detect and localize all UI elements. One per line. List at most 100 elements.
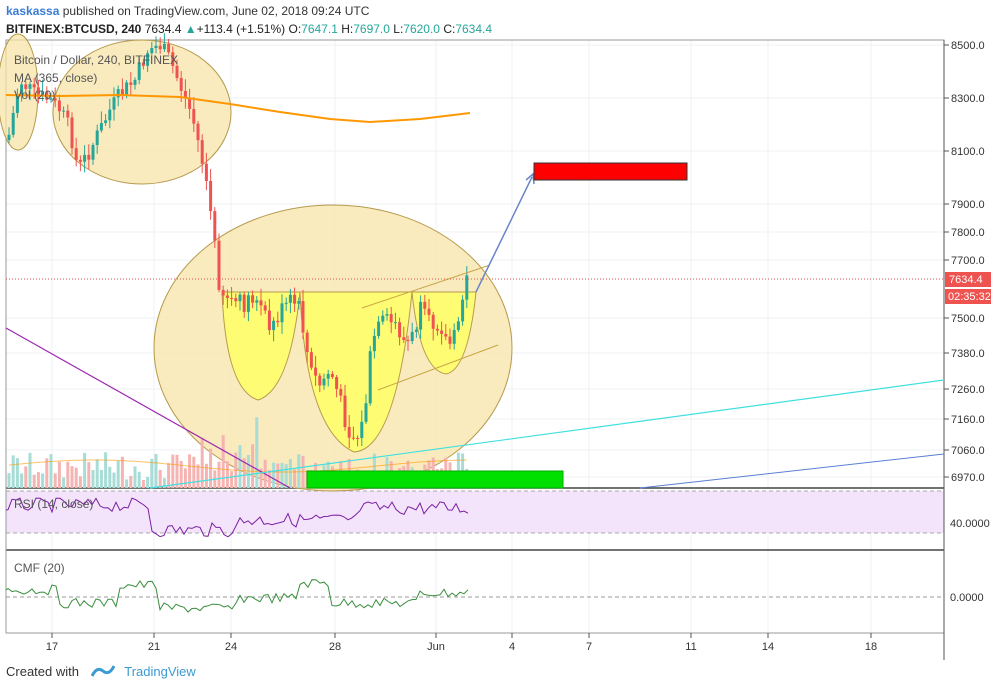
- candle-body: [154, 45, 158, 49]
- candle-body: [57, 100, 61, 112]
- candle-body: [284, 302, 288, 304]
- volume-bar: [267, 470, 271, 488]
- footer: Created with TradingView: [6, 664, 196, 681]
- candle-body: [431, 314, 435, 329]
- candle-body: [305, 332, 309, 353]
- up-arrow-icon: ▲: [184, 22, 197, 36]
- ma-legend[interactable]: MA (365, close): [14, 71, 98, 85]
- tradingview-link[interactable]: TradingView: [124, 664, 196, 679]
- y-tick-label: 7500.0: [951, 313, 985, 325]
- candle-body: [314, 367, 318, 376]
- rsi-line: [5, 497, 469, 538]
- x-tick-label: Jun: [427, 641, 445, 653]
- volume-bar: [41, 473, 45, 488]
- x-tick-label: 4: [509, 641, 515, 653]
- volume-bar: [137, 471, 141, 488]
- tradingview-logo-icon[interactable]: [90, 664, 115, 681]
- volume-bar: [28, 452, 32, 488]
- candle-body: [259, 300, 263, 306]
- candle-body: [255, 300, 259, 303]
- candle-body: [238, 294, 242, 302]
- price-badge-value: 7634.4: [949, 274, 983, 286]
- volume-bar: [74, 467, 78, 488]
- candle-body: [11, 112, 15, 135]
- volume-bar: [221, 435, 225, 488]
- volume-bar: [146, 476, 150, 488]
- candle-body: [108, 109, 112, 121]
- volume-bar: [116, 460, 120, 488]
- candle-body: [356, 438, 360, 440]
- volume-bar: [204, 463, 208, 488]
- author-name[interactable]: kaskassa: [6, 4, 60, 18]
- volume-bar: [141, 479, 145, 488]
- volume-bar: [246, 455, 250, 488]
- candle-body: [78, 159, 82, 162]
- candle-body: [385, 314, 389, 316]
- volume-bar: [91, 469, 95, 488]
- volume-bar: [162, 478, 166, 488]
- volume-bar: [276, 463, 280, 488]
- candle-body: [217, 240, 221, 290]
- candle-body: [318, 375, 322, 386]
- volume-bar: [62, 477, 66, 488]
- candle-body: [234, 298, 238, 302]
- publish-info: published on TradingView.com, June 02, 2…: [62, 4, 370, 18]
- target-box: [533, 162, 688, 181]
- candle-body: [129, 82, 133, 85]
- candle-body: [419, 301, 423, 330]
- candle-body: [452, 329, 456, 344]
- volume-bar: [196, 464, 200, 488]
- candle-body: [280, 303, 284, 323]
- volume-bar: [179, 461, 183, 488]
- volume-bar: [284, 464, 288, 488]
- candle-body: [272, 320, 276, 331]
- support-box: [306, 470, 564, 489]
- candle-body: [389, 314, 393, 323]
- volume-bar: [125, 479, 129, 488]
- x-tick-label: 14: [762, 641, 774, 653]
- close-value: 7634.4: [455, 22, 493, 36]
- volume-bar: [192, 456, 196, 488]
- low-value: 7620.0: [403, 22, 440, 36]
- candle-body: [377, 321, 381, 336]
- price-axis[interactable]: 8500.0 8300.0 8100.0 7900.0 7800.0 7700.0 7500…: [944, 40, 985, 484]
- time-axis[interactable]: 17 21 24 28 Jun 4 7 11 14 18: [46, 633, 877, 653]
- volume-bar: [32, 474, 36, 488]
- volume-bar: [133, 466, 137, 488]
- candle-body: [137, 62, 141, 80]
- candle-body: [200, 140, 204, 164]
- y-tick-label: 7700.0: [951, 255, 985, 267]
- volume-bar: [53, 473, 57, 488]
- volume-bar: [57, 461, 61, 488]
- candle-body: [330, 373, 334, 378]
- volume-bar: [95, 459, 99, 488]
- channel-upper-line: [361, 264, 491, 309]
- x-tick-label: 11: [685, 641, 696, 653]
- open-value: 7647.1: [301, 22, 338, 36]
- close-label: C:: [443, 22, 456, 36]
- series-legend[interactable]: Bitcoin / Dollar, 240, BITFINEX: [14, 53, 179, 67]
- candle-body: [87, 154, 91, 160]
- candle-body: [53, 98, 57, 101]
- candle-body: [133, 79, 137, 85]
- candle-body: [204, 163, 208, 181]
- y-tick-label: 7260.0: [951, 384, 985, 396]
- cmf-legend[interactable]: CMF (20): [14, 561, 65, 575]
- head-shape: [299, 291, 413, 453]
- rsi-band: [6, 491, 944, 533]
- volume-bar: [70, 466, 74, 488]
- candle-body: [70, 117, 74, 149]
- chart-canvas[interactable]: 8500.0 8300.0 8100.0 7900.0 7800.0 7700.0 7500…: [0, 0, 1002, 660]
- volume-bar: [66, 461, 70, 488]
- vol-legend[interactable]: Vol (20): [14, 88, 56, 102]
- rsi-legend[interactable]: RSI (14, close): [14, 497, 94, 511]
- candle-body: [141, 62, 145, 66]
- candle-body: [372, 335, 376, 352]
- volume-bar: [120, 456, 124, 488]
- cmf-line: [5, 579, 469, 613]
- candle-body: [175, 65, 179, 79]
- y-tick-label: 7160.0: [951, 414, 985, 426]
- volume-bar: [297, 454, 301, 488]
- volume-bar: [112, 472, 116, 488]
- volume-bar: [45, 458, 49, 488]
